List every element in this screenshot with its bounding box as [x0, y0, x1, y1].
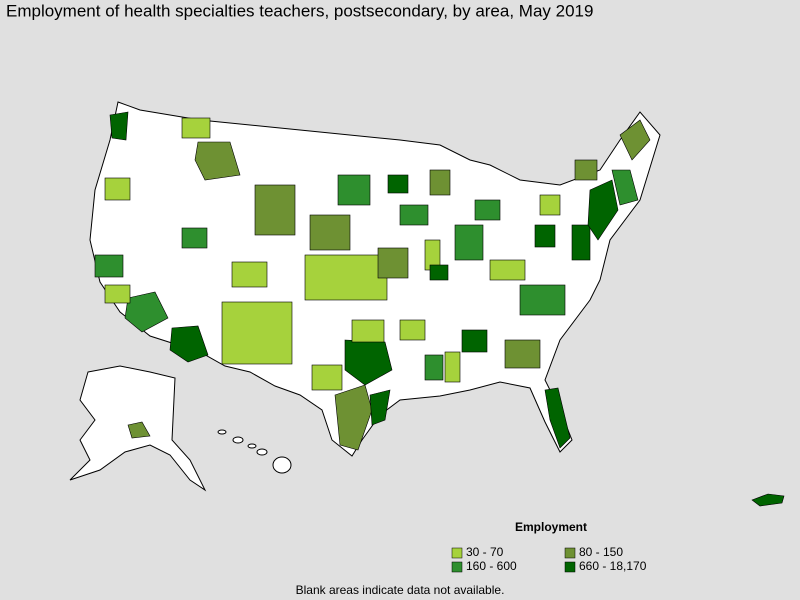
area: [104, 177, 131, 201]
area: [181, 117, 211, 139]
area: [474, 199, 501, 221]
shaded-areas: [94, 111, 651, 451]
legend-label: 80 - 150: [579, 545, 623, 559]
area: [489, 259, 526, 281]
area: [429, 264, 449, 281]
area: [619, 119, 651, 161]
area: [544, 387, 571, 449]
area: [369, 389, 391, 426]
map-title: Employment of health specialties teacher…: [6, 1, 593, 20]
area: [574, 159, 598, 181]
area: [221, 301, 293, 365]
area: [351, 319, 385, 343]
area: [461, 329, 488, 353]
legend-swatch: [451, 561, 463, 573]
area: [124, 291, 169, 333]
area: [311, 364, 343, 391]
area: [571, 224, 591, 261]
area: [377, 247, 409, 279]
area: [181, 227, 208, 249]
area: [169, 325, 209, 363]
area: [337, 174, 371, 206]
legend: 30 - 70 80 - 150 160 - 600 660 - 18,170: [451, 545, 647, 573]
legend-swatch: [564, 547, 576, 559]
area: [399, 319, 426, 341]
area: [304, 254, 388, 301]
legend-label: 160 - 600: [466, 559, 517, 573]
area: [429, 169, 451, 196]
area: [611, 169, 639, 206]
area: [454, 224, 484, 261]
area: [387, 174, 409, 194]
legend-label: 660 - 18,170: [579, 559, 647, 573]
area: [399, 204, 429, 226]
legend-label: 30 - 70: [466, 545, 504, 559]
area: [444, 351, 461, 383]
legend-title: Employment: [515, 520, 587, 534]
area: [519, 284, 566, 316]
area: [127, 421, 151, 439]
area: [309, 214, 351, 251]
area: [109, 111, 129, 141]
puerto-rico: [751, 493, 785, 507]
legend-swatch: [451, 547, 463, 559]
footnote: Blank areas indicate data not available.: [296, 583, 505, 597]
area: [587, 179, 619, 241]
area: [254, 184, 296, 236]
area: [539, 194, 561, 216]
area: [194, 141, 241, 181]
area: [104, 284, 131, 304]
area: [94, 254, 124, 278]
area: [334, 384, 373, 451]
area: [504, 339, 541, 369]
area: [231, 261, 268, 288]
hawaii: [217, 429, 292, 474]
legend-swatch: [564, 561, 576, 573]
area: [424, 354, 444, 381]
area: [534, 224, 556, 248]
